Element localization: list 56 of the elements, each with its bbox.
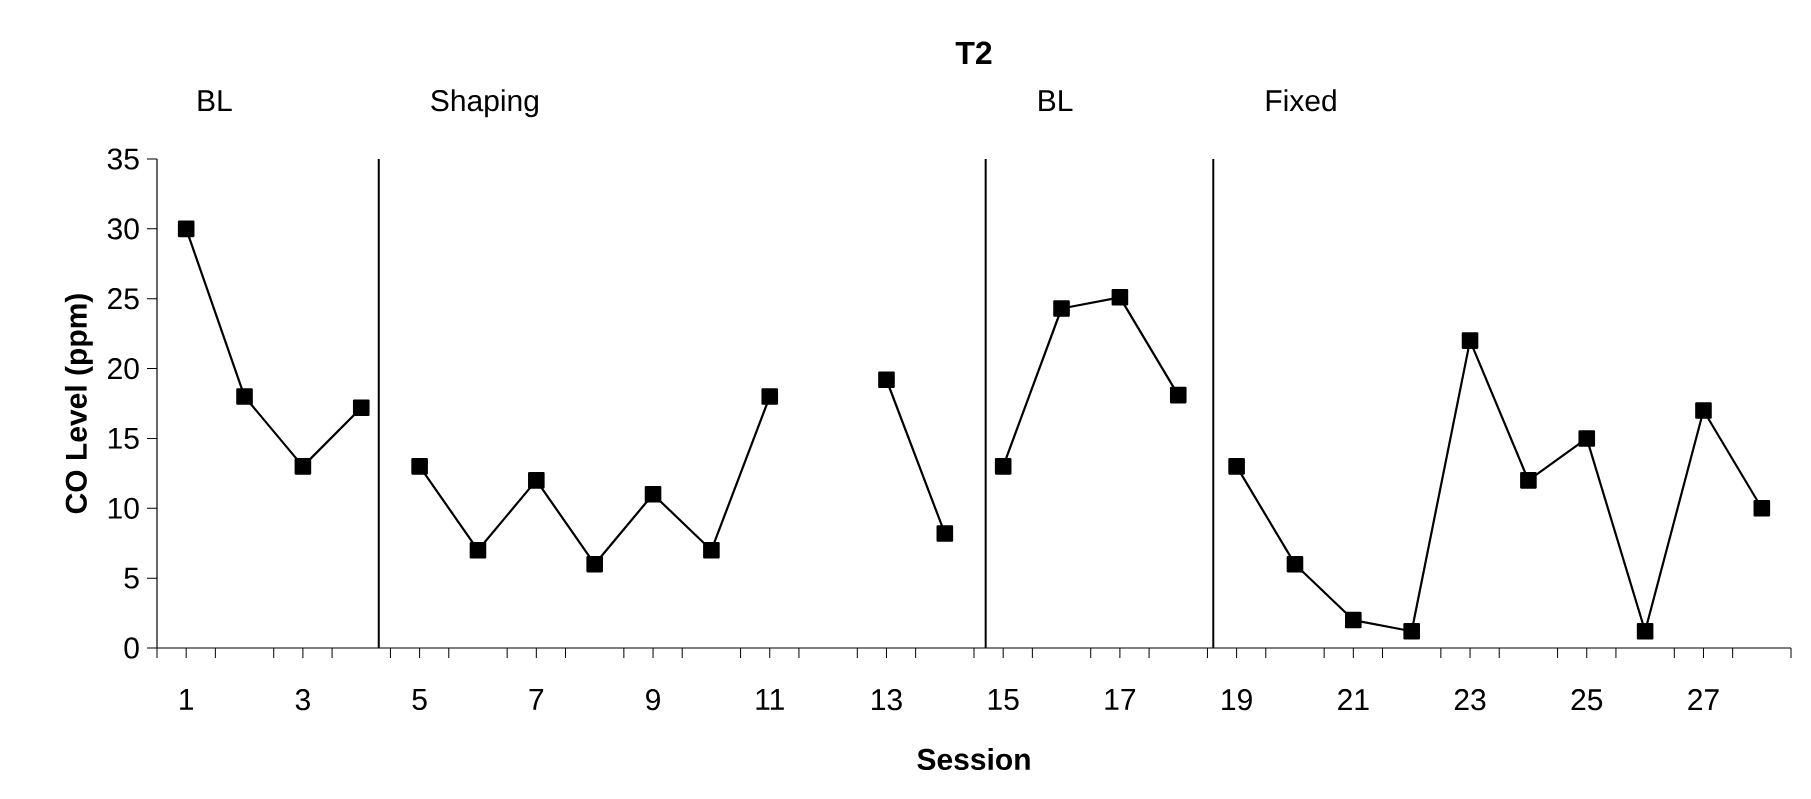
ref-line-label: Shaping bbox=[431, 89, 538, 118]
point bbox=[294, 458, 312, 475]
point bbox=[177, 220, 195, 238]
y-tick-label: 0 bbox=[124, 637, 139, 659]
x-tick-label: 19 bbox=[1222, 689, 1252, 711]
point bbox=[1053, 300, 1070, 317]
point bbox=[1461, 332, 1479, 349]
y-tick-label: 30 bbox=[107, 218, 139, 240]
point bbox=[586, 555, 603, 573]
point bbox=[1578, 430, 1596, 447]
y-tick-label: 25 bbox=[108, 288, 139, 310]
x-tick-label: 23 bbox=[1454, 689, 1486, 711]
point bbox=[1695, 402, 1712, 419]
x-tick-label: 5 bbox=[412, 689, 427, 710]
point bbox=[469, 541, 487, 559]
y-tick-label: 15 bbox=[108, 427, 139, 449]
x-tick-label: 9 bbox=[646, 689, 660, 711]
ref-line-label: BL bbox=[1039, 90, 1073, 111]
point bbox=[411, 458, 428, 475]
point bbox=[1345, 611, 1362, 629]
point bbox=[1520, 472, 1537, 489]
x-tick-label: 13 bbox=[872, 689, 902, 711]
x-axis-title: Session bbox=[917, 748, 1030, 771]
ref-line-label: Fixed bbox=[1266, 89, 1336, 112]
x-tick-label: 21 bbox=[1338, 689, 1369, 711]
chart-title: T2 bbox=[955, 41, 992, 64]
x-tick-label: 27 bbox=[1688, 689, 1719, 711]
point bbox=[1169, 386, 1187, 404]
point bbox=[236, 388, 253, 405]
point bbox=[761, 388, 779, 405]
point bbox=[994, 458, 1012, 475]
x-tick-label: 17 bbox=[1105, 689, 1136, 710]
y-tick-label: 10 bbox=[108, 497, 139, 519]
point bbox=[1753, 499, 1771, 517]
text: BL bbox=[198, 90, 232, 111]
y-tick-label: 5 bbox=[124, 567, 139, 589]
x-tick-label: 11 bbox=[756, 689, 784, 710]
point bbox=[352, 399, 370, 416]
point bbox=[1228, 458, 1245, 475]
x-tick-label: 25 bbox=[1571, 689, 1603, 711]
point bbox=[1636, 622, 1654, 640]
x-tick-label: 15 bbox=[988, 689, 1019, 710]
x-tick-label: 7 bbox=[529, 689, 544, 710]
y-axis-title: CO Level (ppm) bbox=[64, 294, 93, 514]
y-tick-label: 20 bbox=[108, 357, 139, 380]
point bbox=[644, 486, 662, 503]
y-tick-label: 35 bbox=[107, 148, 139, 170]
point bbox=[703, 541, 720, 559]
point bbox=[1111, 289, 1129, 306]
point bbox=[936, 525, 954, 542]
point bbox=[1403, 622, 1420, 640]
point bbox=[528, 472, 545, 489]
point bbox=[878, 371, 895, 389]
point bbox=[1286, 555, 1304, 573]
x-tick-label: 1 bbox=[180, 689, 194, 710]
x-tick-label: 3 bbox=[295, 689, 310, 711]
